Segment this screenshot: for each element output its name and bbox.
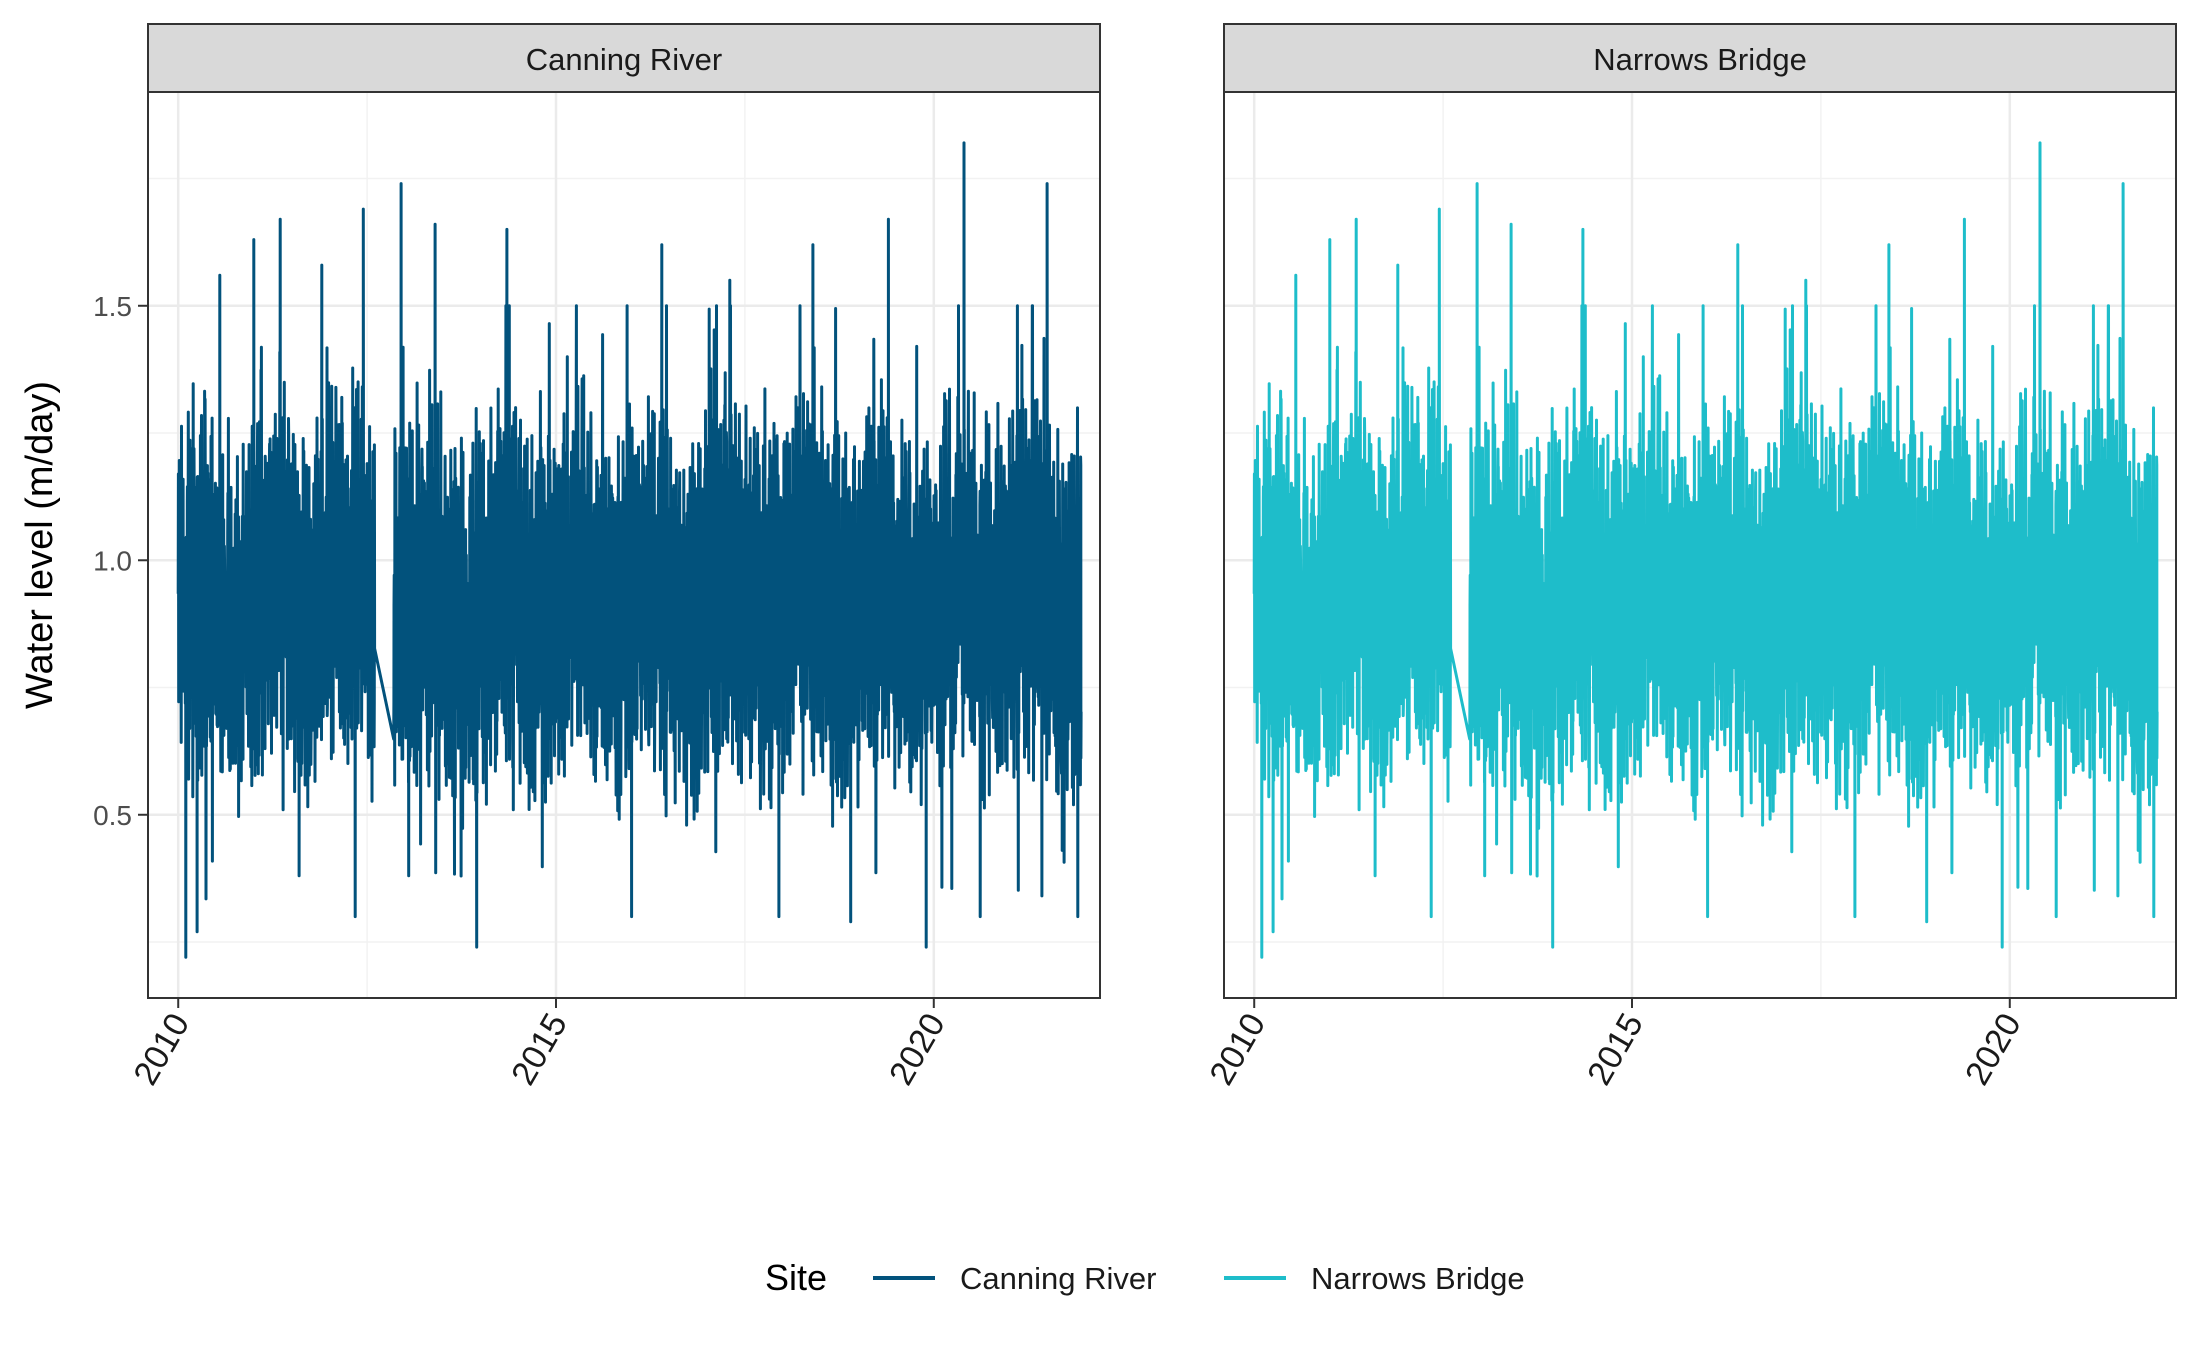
panel-title: Narrows Bridge xyxy=(1593,42,1807,77)
legend-title: Site xyxy=(765,1257,827,1298)
strip-background xyxy=(1223,23,2177,93)
panel-border xyxy=(147,91,1101,999)
y-tick-label: 1.0 xyxy=(93,545,132,576)
y-tick-label: 1.5 xyxy=(93,291,132,322)
strip-background xyxy=(147,23,1101,93)
series-line xyxy=(176,141,1083,959)
series-line-narrows-bridge xyxy=(1252,141,2159,959)
series-line-canning-river xyxy=(176,141,1083,959)
legend-label-narrows-bridge: Narrows Bridge xyxy=(1311,1261,1525,1296)
y-axis-title: Water level (m/day) xyxy=(19,381,61,709)
series-line xyxy=(1252,141,2159,959)
legend-label-canning-river: Canning River xyxy=(960,1261,1156,1296)
panel-border xyxy=(1223,91,2177,999)
y-tick-label: 0.5 xyxy=(93,800,132,831)
panel-narrows-bridge: Narrows Bridge 2010 2015 2020 xyxy=(1202,23,2177,1092)
y-axis: 0.5 1.0 1.5 xyxy=(93,291,148,831)
panel-canning-river: Canning River 0.51.01.5 2010 2015 2020 xyxy=(93,23,1101,1092)
legend: Site Canning River Narrows Bridge xyxy=(765,1257,1525,1298)
panel-title: Canning River xyxy=(526,42,722,77)
